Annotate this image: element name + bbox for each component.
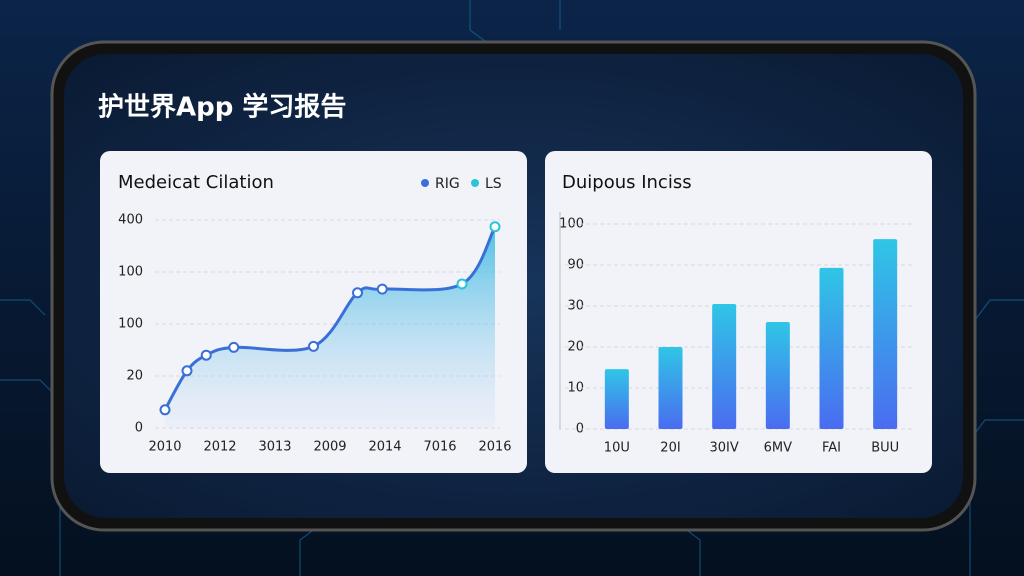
point xyxy=(159,404,171,416)
point xyxy=(456,278,468,290)
point xyxy=(308,340,319,352)
x-tick-label: 10U xyxy=(604,441,630,456)
bar xyxy=(765,321,790,429)
x-tick-label: 2014 xyxy=(368,440,401,455)
bar xyxy=(819,267,844,429)
legend-label: LS xyxy=(485,176,502,192)
x-tick-label: 20I xyxy=(660,441,680,456)
page-title: 护世界App 学习报告 xyxy=(98,92,346,123)
x-tick-label: 30IV xyxy=(710,441,739,456)
x-tick-label: 3013 xyxy=(258,440,291,455)
y-tick-label: 100 xyxy=(559,217,584,232)
chart-title: Duipous Inciss xyxy=(562,172,692,193)
y-tick-label: 20 xyxy=(126,369,143,384)
point xyxy=(228,341,240,353)
bar xyxy=(658,347,683,429)
legend-swatch xyxy=(421,179,429,187)
legend-label: RIG xyxy=(435,176,460,192)
point xyxy=(376,283,388,295)
y-tick-label: 400 xyxy=(118,213,143,228)
area xyxy=(165,226,495,428)
x-tick-label: FAI xyxy=(822,441,841,456)
y-tick-label: 100 xyxy=(118,265,143,280)
bar xyxy=(712,303,737,429)
y-tick-label: 0 xyxy=(135,421,143,436)
x-tick-label: 2012 xyxy=(203,440,236,455)
x-tick-label: 6MV xyxy=(764,441,792,456)
point xyxy=(181,365,193,377)
point xyxy=(489,221,501,233)
x-tick-label: BUU xyxy=(871,441,899,456)
y-tick-label: 100 xyxy=(118,317,143,332)
bar xyxy=(873,239,898,429)
chart-title: Medeicat Cilation xyxy=(118,172,274,193)
x-tick-label: 2016 xyxy=(478,440,511,455)
x-tick-label: 2009 xyxy=(313,440,346,455)
point xyxy=(200,349,212,361)
bar xyxy=(604,369,629,429)
point xyxy=(352,287,363,299)
x-tick-label: 2010 xyxy=(148,440,181,455)
x-tick-label: 7016 xyxy=(423,440,456,455)
legend-swatch xyxy=(471,179,479,187)
